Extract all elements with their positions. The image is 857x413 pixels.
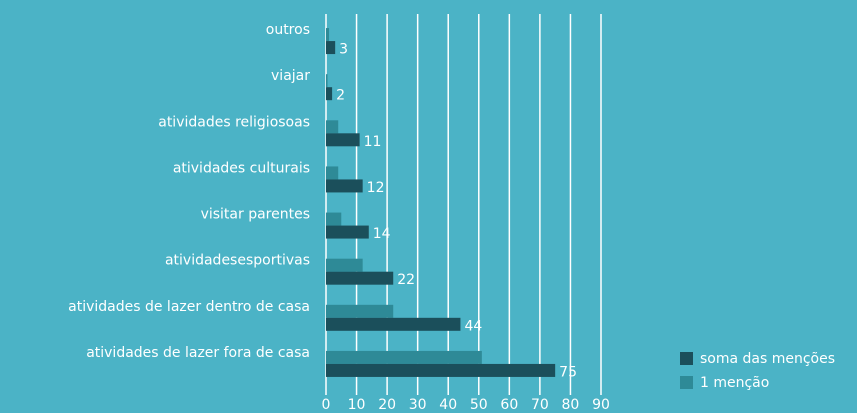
bar [326,271,394,285]
bar [326,166,339,180]
bar [326,74,328,88]
value-label: 14 [373,226,391,242]
bar [326,120,339,134]
bar [326,179,363,193]
y-tick-label: outros [266,22,310,38]
value-label: 22 [397,272,415,288]
legend-label: soma das menções [700,351,835,367]
value-label: 11 [364,134,382,150]
y-tick-label: atividades de lazer fora de casa [86,345,310,361]
x-tick-label: 60 [500,397,518,413]
x-tick-label: 90 [592,397,610,413]
x-tick-label: 40 [439,397,457,413]
bar [326,258,363,272]
bar [326,225,369,239]
y-tick-label: atividades religiosoas [158,114,310,130]
x-tick-label: 50 [470,397,488,413]
x-tick-label: 20 [378,397,396,413]
value-label: 44 [464,318,482,334]
y-tick-label: atividades culturais [173,160,310,176]
value-label: 12 [367,180,385,196]
bar [326,87,333,101]
legend-swatch [680,376,693,389]
legend-label: 1 menção [700,375,769,391]
bar [326,212,342,226]
x-tick-label: 80 [562,397,580,413]
y-tick-label: atividadesesportivas [165,253,310,269]
value-label: 2 [336,88,345,104]
x-tick-label: 70 [531,397,549,413]
bar [326,317,461,331]
x-tick-label: 0 [322,397,331,413]
bar [326,28,330,42]
value-label: 3 [339,42,348,58]
bar [326,350,482,364]
legend-swatch [680,352,693,365]
x-tick-label: 10 [348,397,366,413]
bar [326,304,394,318]
bar [326,133,360,147]
bar [326,363,556,377]
y-tick-label: viajar [271,68,310,84]
y-tick-label: visitar parentes [201,207,310,223]
y-tick-label: atividades de lazer dentro de casa [68,299,310,315]
x-tick-label: 30 [409,397,427,413]
value-label: 75 [559,364,577,380]
bar [326,41,336,55]
